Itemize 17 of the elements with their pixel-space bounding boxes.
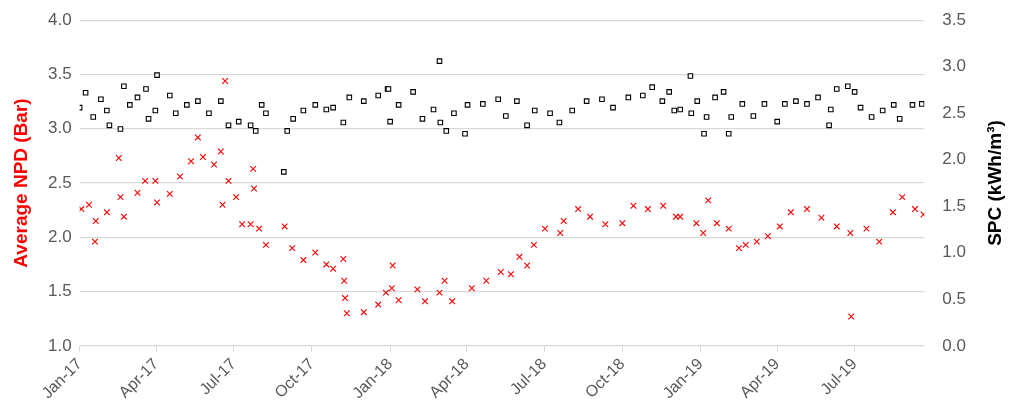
y-tick-label: 1.5 xyxy=(47,281,72,301)
y-tick-label: 2.5 xyxy=(47,172,72,192)
y2-tick-label: 3.0 xyxy=(942,56,967,76)
y-axis-title: Average NPD (Bar) xyxy=(10,98,32,268)
y2-tick-label: 0.5 xyxy=(942,289,967,308)
y-tick-label: 2.0 xyxy=(47,226,72,246)
y-tick-label: 1.0 xyxy=(47,335,72,355)
y2-tick-label: 2.5 xyxy=(942,102,967,122)
y2-tick-label: 1.0 xyxy=(942,242,967,262)
y2-tick-label: 0.0 xyxy=(942,335,967,355)
y2-tick-label: 3.5 xyxy=(942,9,967,29)
y2-tick-label: 1.5 xyxy=(942,195,967,215)
y-tick-label: 4.0 xyxy=(47,9,72,29)
y-tick-label: 3.0 xyxy=(47,118,72,138)
y-tick-label: 3.5 xyxy=(47,64,72,84)
y2-tick-label: 2.0 xyxy=(942,149,967,169)
y2-axis-title: SPC (kWh/m³) xyxy=(984,120,1006,246)
